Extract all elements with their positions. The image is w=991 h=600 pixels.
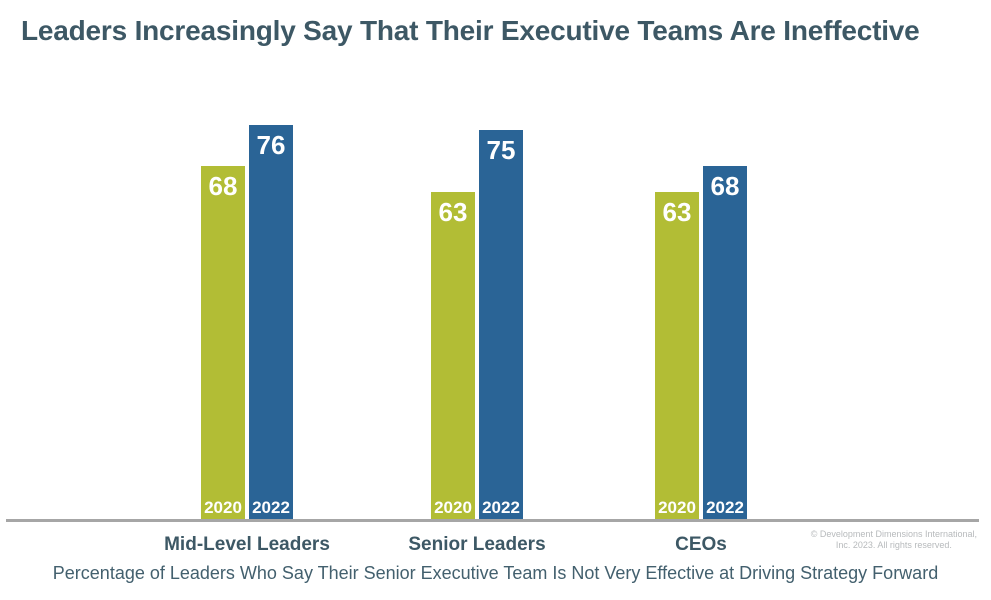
bar-value-label: 63 bbox=[662, 197, 692, 227]
bar-2022-senior-leaders: 75 2022 bbox=[479, 130, 523, 519]
bar-2020-mid-level-leaders: 68 2020 bbox=[201, 166, 245, 519]
chart-title: Leaders Increasingly Say That Their Exec… bbox=[21, 15, 920, 46]
category-label-ceos: CEOs bbox=[675, 534, 727, 555]
bar-series-year-label: 2022 bbox=[706, 498, 744, 517]
copyright-notice: © Development Dimensions International, … bbox=[811, 529, 977, 551]
copyright-line-2: Inc. 2023. All rights reserved. bbox=[835, 540, 952, 550]
bar-2020-ceos: 63 2020 bbox=[655, 192, 699, 519]
x-axis-line bbox=[6, 519, 979, 522]
bar-2022-mid-level-leaders: 76 2022 bbox=[249, 125, 293, 519]
bar-series-year-label: 2020 bbox=[658, 498, 696, 517]
bar-value-label: 63 bbox=[438, 197, 468, 227]
bar-series-year-label: 2022 bbox=[482, 498, 520, 517]
bar-value-label: 76 bbox=[256, 130, 286, 160]
bar-value-label: 68 bbox=[208, 171, 238, 201]
bar-2020-senior-leaders: 63 2020 bbox=[431, 192, 475, 519]
category-label-senior-leaders: Senior Leaders bbox=[408, 534, 546, 555]
chart-caption: Percentage of Leaders Who Say Their Seni… bbox=[52, 563, 939, 583]
copyright-line-1: © Development Dimensions International, bbox=[810, 529, 977, 539]
category-label-mid-level-leaders: Mid-Level Leaders bbox=[164, 534, 330, 555]
bar-2022-ceos: 68 2022 bbox=[703, 166, 747, 519]
bar-series-year-label: 2020 bbox=[434, 498, 472, 517]
bar-series-year-label: 2022 bbox=[252, 498, 290, 517]
bar-value-label: 75 bbox=[486, 135, 516, 165]
bar-series-year-label: 2020 bbox=[204, 498, 242, 517]
bar-value-label: 68 bbox=[710, 171, 740, 201]
